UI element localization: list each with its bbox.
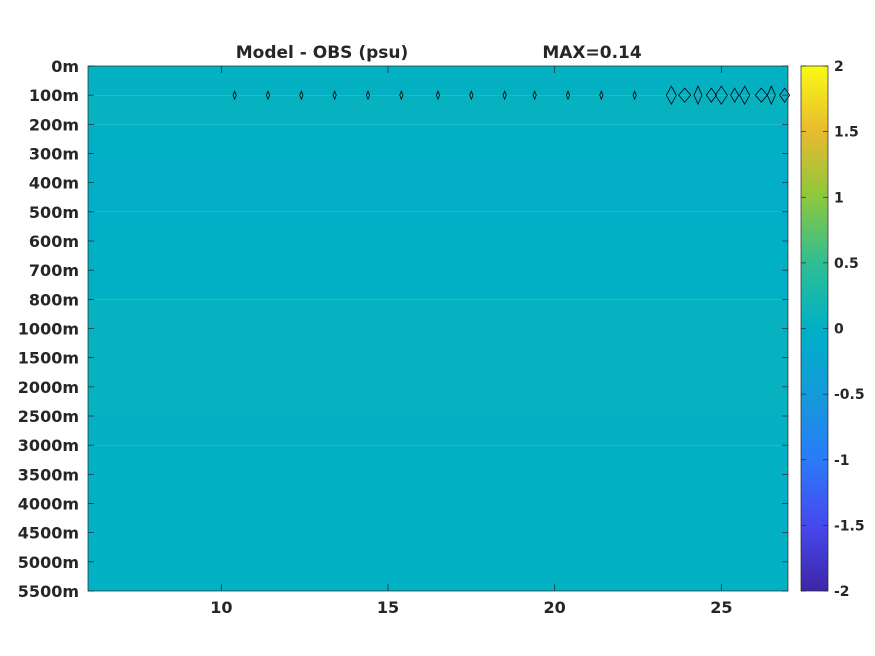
contour-line [399,90,404,101]
heatmap-band [88,153,788,212]
contour-line [739,85,751,105]
contour-line [730,87,740,103]
contour-line [232,90,237,101]
x-tick-label: 20 [544,598,566,617]
y-tick-label: 500m [29,203,79,222]
contour-line [469,90,474,101]
y-tick-label: 700m [29,261,79,280]
heatmap-band [88,241,788,300]
contour-line [678,87,692,103]
contour-line [332,90,337,101]
max-annotation: MAX=0.14 [542,43,642,63]
contour-line [299,90,304,101]
colorbar-tick-label: 1.5 [834,125,859,141]
chart-title: Model - OBS (psu) [236,43,409,63]
colorbar-tick-label: 0 [834,322,844,338]
y-tick-label: 3500m [18,465,79,484]
y-tick-label: 1000m [18,320,79,339]
colorbar-tick-label: 0.5 [834,256,859,272]
contour-line [665,85,677,105]
contour-line [365,90,371,101]
y-tick-label: 600m [29,232,79,251]
y-tick-label: 4000m [18,495,79,514]
contour-line [632,90,637,101]
colorbar-tick-label: -1 [834,453,850,469]
contour-line [693,85,703,106]
y-axis-ticks: 0m 100m 200m 300m 400m 500m 600m 700m 800m 1000m 1… [18,57,788,601]
colorbar-tick-label: -1.5 [834,518,865,534]
y-tick-label: 5000m [18,553,79,572]
y-tick-label: 300m [29,145,79,164]
y-tick-label: 100m [29,86,79,105]
contour-line [766,85,776,106]
contour-line [502,90,507,101]
contour-line [265,90,271,101]
heatmap-plot [88,66,788,591]
contour-line [705,87,717,103]
x-tick-label: 25 [710,598,732,617]
y-tick-label: 200m [29,115,79,134]
contour-line [532,90,537,101]
y-tick-label: 4500m [18,524,79,543]
y-tick-label: 400m [29,174,79,193]
colorbar: 2 1.5 1 0.5 0 -0.5 -1 -1.5 -2 [800,59,865,600]
contour-line [435,90,441,101]
contour-line [599,90,604,101]
contour-lines [232,85,791,106]
y-tick-label: 800m [29,290,79,309]
colorbar-tick-label: 2 [834,59,844,75]
x-tick-label: 10 [210,598,232,617]
heatmap-band [88,445,788,591]
y-tick-label: 5500m [18,582,79,601]
y-tick-label: 2000m [18,378,79,397]
contour-line [565,90,571,101]
colorbar-tick-label: -2 [834,584,850,600]
heatmap-band [88,124,788,154]
contour-line [714,85,728,105]
y-tick-label: 3000m [18,436,79,455]
heatmap-band [88,211,788,241]
colorbar-tick-label: 1 [834,190,844,206]
y-tick-label: 2500m [18,407,79,426]
contour-line [779,87,791,103]
x-tick-label: 15 [377,598,399,617]
y-tick-label: 1500m [18,349,79,368]
heatmap-band [88,299,788,416]
colorbar-tick-label: -0.5 [834,387,865,403]
heatmap-band [88,416,788,446]
x-axis-ticks: 10 15 20 25 [210,66,732,617]
y-tick-label: 0m [51,57,79,76]
